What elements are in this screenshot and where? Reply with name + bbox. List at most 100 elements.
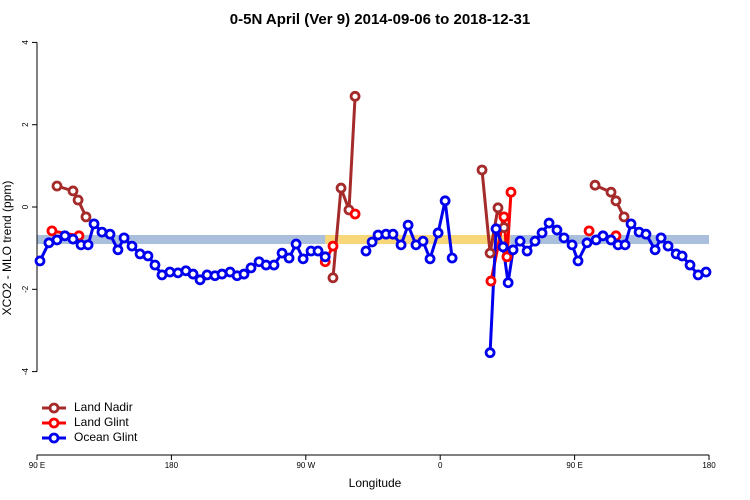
data-point bbox=[80, 211, 92, 223]
data-point bbox=[597, 230, 609, 242]
y-tick-label: -4 bbox=[21, 367, 30, 375]
data-point bbox=[402, 219, 414, 231]
y-tick-label: 4 bbox=[21, 40, 30, 45]
legend-marker bbox=[48, 432, 60, 444]
data-point bbox=[349, 90, 361, 102]
data-point bbox=[283, 252, 295, 264]
data-point bbox=[194, 274, 206, 286]
y-tick-label: 0 bbox=[21, 204, 30, 209]
chart-title: 0-5N April (Ver 9) 2014-09-06 to 2018-12… bbox=[230, 11, 530, 28]
data-point bbox=[432, 227, 444, 239]
series-line bbox=[38, 200, 707, 353]
data-point bbox=[46, 225, 58, 237]
data-point bbox=[149, 259, 161, 271]
data-point bbox=[649, 244, 661, 256]
data-point bbox=[543, 217, 555, 229]
data-point bbox=[558, 232, 570, 244]
data-point bbox=[349, 208, 361, 220]
data-point bbox=[327, 272, 339, 284]
legend-label: Ocean Glint bbox=[74, 430, 138, 444]
data-point bbox=[187, 268, 199, 280]
data-point bbox=[700, 266, 712, 278]
y-tick-label: -2 bbox=[21, 285, 30, 293]
data-point bbox=[51, 234, 63, 246]
x-tick-label: 90 E bbox=[29, 461, 45, 470]
data-point bbox=[34, 255, 46, 267]
x-tick-label: 90 W bbox=[296, 461, 315, 470]
data-point bbox=[387, 228, 399, 240]
data-point bbox=[88, 218, 100, 230]
data-point bbox=[484, 247, 496, 259]
x-tick-label: 90 E bbox=[566, 461, 582, 470]
data-point bbox=[476, 164, 488, 176]
data-point bbox=[507, 244, 519, 256]
data-point bbox=[640, 228, 652, 240]
x-tick-label: 0 bbox=[438, 461, 443, 470]
band bbox=[325, 234, 511, 245]
legend-label: Land Nadir bbox=[74, 400, 133, 414]
data-point bbox=[312, 245, 324, 257]
data-point bbox=[655, 232, 667, 244]
data-point bbox=[290, 238, 302, 250]
data-point bbox=[395, 239, 407, 251]
data-point bbox=[366, 236, 378, 248]
data-point bbox=[676, 250, 688, 262]
data-point bbox=[566, 239, 578, 251]
y-axis-label: XCO2 - MLO trend (ppm) bbox=[0, 181, 14, 316]
data-point bbox=[581, 237, 593, 249]
data-point bbox=[104, 228, 116, 240]
x-tick-label: 180 bbox=[165, 461, 179, 470]
data-point bbox=[327, 240, 339, 252]
data-point bbox=[589, 179, 601, 191]
data-point bbox=[514, 235, 526, 247]
data-point bbox=[610, 195, 622, 207]
data-point bbox=[485, 275, 497, 287]
data-point bbox=[276, 247, 288, 259]
data-point bbox=[319, 251, 331, 263]
data-point bbox=[245, 262, 257, 274]
data-point bbox=[82, 239, 94, 251]
data-point bbox=[484, 347, 496, 359]
data-point bbox=[605, 234, 617, 246]
data-point bbox=[572, 255, 584, 267]
data-point bbox=[112, 244, 124, 256]
data-point bbox=[536, 227, 548, 239]
data-point bbox=[126, 240, 138, 252]
data-point bbox=[67, 233, 79, 245]
x-axis-label: Longitude bbox=[349, 476, 402, 490]
data-point bbox=[142, 250, 154, 262]
data-point bbox=[417, 235, 429, 247]
data-point bbox=[618, 211, 630, 223]
data-point bbox=[521, 245, 533, 257]
legend-marker bbox=[48, 402, 60, 414]
data-point bbox=[498, 211, 510, 223]
y-tick-label: 2 bbox=[21, 122, 30, 127]
data-point bbox=[360, 245, 372, 257]
data-point bbox=[583, 225, 595, 237]
data-point bbox=[268, 259, 280, 271]
data-point bbox=[684, 259, 696, 271]
legend-label: Land Glint bbox=[74, 415, 129, 429]
x-tick-label: 180 bbox=[702, 461, 716, 470]
data-point bbox=[297, 253, 309, 265]
data-point bbox=[238, 268, 250, 280]
data-point bbox=[424, 253, 436, 265]
data-point bbox=[490, 223, 502, 235]
data-point bbox=[605, 186, 617, 198]
data-point bbox=[501, 251, 513, 263]
data-point bbox=[625, 218, 637, 230]
data-point bbox=[529, 235, 541, 247]
data-point bbox=[492, 202, 504, 214]
data-point bbox=[72, 194, 84, 206]
data-point bbox=[502, 277, 514, 289]
data-point bbox=[497, 241, 509, 253]
legend-marker bbox=[48, 417, 60, 429]
data-point bbox=[662, 240, 674, 252]
data-point bbox=[335, 182, 347, 194]
data-point bbox=[118, 232, 130, 244]
data-point bbox=[505, 186, 517, 198]
data-point bbox=[446, 252, 458, 264]
data-point bbox=[551, 224, 563, 236]
data-point bbox=[439, 195, 451, 207]
